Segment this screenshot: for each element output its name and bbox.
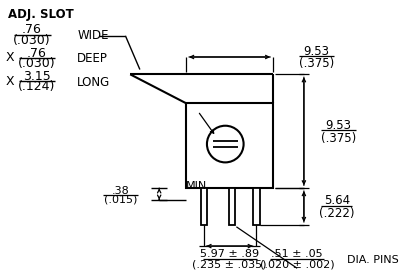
Bar (253, 188, 260, 225)
Text: (.030): (.030) (18, 57, 56, 70)
Text: 5.97 ± .89: 5.97 ± .89 (200, 249, 259, 259)
Text: LONG: LONG (77, 76, 110, 89)
Text: WIDE: WIDE (77, 29, 109, 42)
Text: (.124): (.124) (18, 80, 55, 93)
Bar (186, 103, 273, 188)
Text: ADJ. SLOT: ADJ. SLOT (8, 8, 74, 21)
Text: .51 ± .05: .51 ± .05 (271, 249, 323, 259)
Text: DEEP: DEEP (77, 53, 108, 65)
Text: 9.53: 9.53 (326, 119, 352, 132)
Text: (.030): (.030) (13, 34, 51, 47)
Text: (.235 ± .035): (.235 ± .035) (192, 259, 267, 269)
Text: MIN.: MIN. (186, 181, 211, 191)
Text: DIA. PINS: DIA. PINS (346, 255, 398, 265)
Text: 5.64: 5.64 (324, 194, 350, 207)
Text: .76: .76 (22, 23, 42, 36)
Text: .38: .38 (112, 186, 130, 196)
Text: X: X (5, 75, 14, 88)
Text: .76: .76 (27, 47, 46, 60)
Bar (201, 188, 208, 225)
Text: (.222): (.222) (319, 207, 354, 220)
Text: X: X (5, 51, 14, 64)
Text: 3.15: 3.15 (23, 70, 50, 83)
Text: (.020 ± .002): (.020 ± .002) (260, 259, 334, 269)
Text: 9.53: 9.53 (304, 45, 330, 58)
Text: (.375): (.375) (321, 131, 356, 145)
Bar (229, 188, 236, 225)
Text: (.015): (.015) (104, 195, 137, 205)
Text: (.375): (.375) (299, 57, 334, 70)
